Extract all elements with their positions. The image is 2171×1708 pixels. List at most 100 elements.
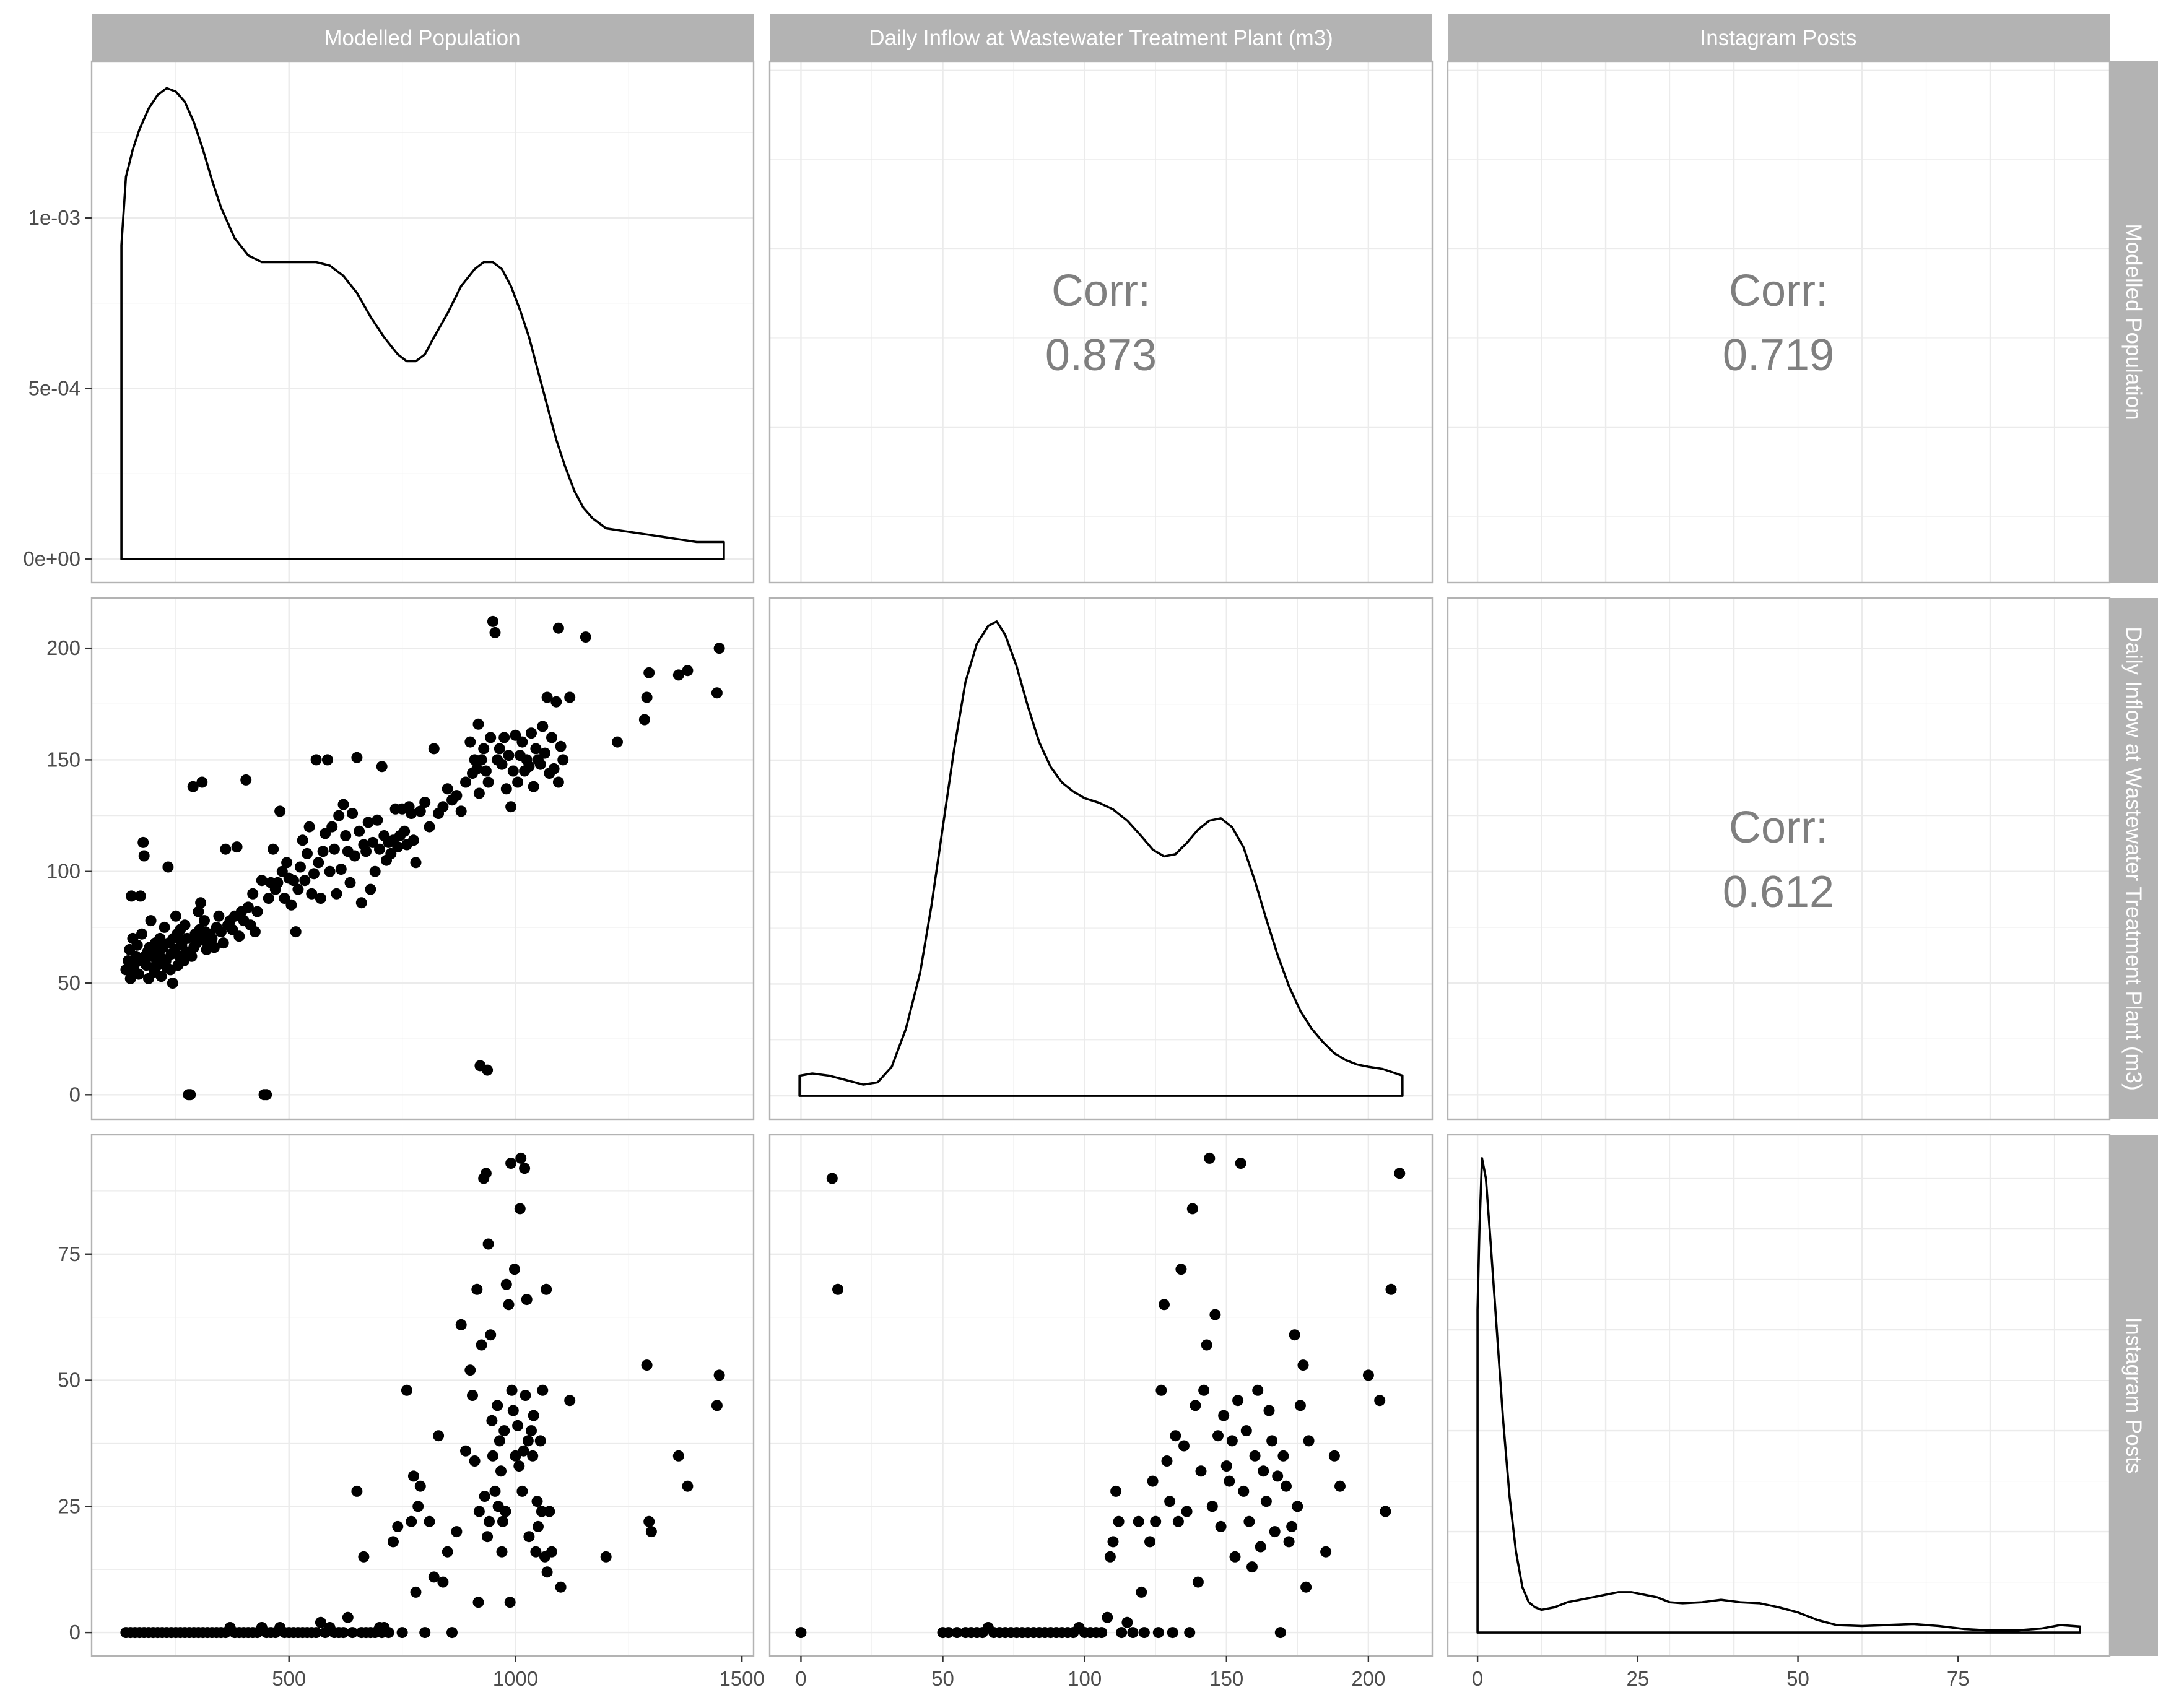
row-strip-inflow	[2110, 598, 2158, 1119]
point-pop-insta	[555, 1581, 567, 1593]
point-pop-insta	[469, 1455, 481, 1467]
point-inflow-insta	[1215, 1520, 1227, 1532]
point-inflow-insta	[1252, 1384, 1264, 1396]
point-pop-inflow	[580, 631, 591, 643]
point-pop-inflow	[126, 890, 137, 902]
point-inflow-insta	[1255, 1541, 1266, 1553]
point-pop-insta	[388, 1536, 399, 1548]
density-curve-insta	[1476, 1157, 2081, 1634]
point-pop-insta	[433, 1430, 445, 1442]
point-pop-insta	[482, 1238, 494, 1250]
point-pop-inflow	[351, 752, 363, 763]
point-pop-insta	[401, 1384, 412, 1396]
point-pop-insta	[564, 1395, 576, 1407]
corr-value-pop-insta: 0.719	[1723, 331, 1834, 380]
point-pop-insta	[428, 1571, 440, 1583]
point-pop-inflow	[500, 783, 512, 795]
row-strip-pop	[2110, 61, 2158, 583]
point-pop-inflow	[209, 942, 220, 953]
point-pop-insta	[497, 1515, 508, 1527]
point-pop-insta	[507, 1405, 519, 1416]
point-inflow-insta	[1277, 1450, 1289, 1462]
point-pop-inflow	[285, 899, 297, 911]
point-pop-inflow	[154, 932, 166, 944]
point-pop-inflow	[541, 691, 553, 703]
point-pop-insta	[645, 1526, 657, 1538]
point-inflow-insta	[1224, 1475, 1235, 1487]
point-inflow-insta	[1201, 1339, 1212, 1351]
point-inflow-insta	[1394, 1168, 1406, 1179]
column-strip-label-insta: Instagram Posts	[1700, 26, 1857, 50]
point-pop-inflow	[539, 747, 550, 759]
point-inflow-insta	[1204, 1152, 1216, 1164]
point-pop-inflow	[186, 950, 198, 962]
point-inflow-insta	[1243, 1515, 1255, 1527]
corr-label-pop-inflow: Corr:	[1051, 266, 1151, 316]
point-pop-inflow	[505, 801, 517, 813]
point-inflow-insta	[1206, 1501, 1218, 1512]
point-pop-inflow	[349, 850, 360, 862]
point-inflow-insta	[1186, 1203, 1198, 1215]
corr-label-pop-insta: Corr:	[1729, 266, 1828, 316]
point-pop-insta	[424, 1515, 435, 1527]
point-pop-insta	[492, 1400, 503, 1411]
point-pop-inflow	[295, 861, 306, 873]
point-pop-inflow	[233, 930, 245, 942]
point-pop-insta	[489, 1485, 501, 1497]
point-pop-inflow	[376, 761, 388, 773]
point-pop-inflow	[187, 781, 199, 792]
point-pop-insta	[541, 1283, 552, 1295]
point-pop-insta	[527, 1450, 539, 1462]
point-pop-insta	[392, 1520, 404, 1532]
y-tick-label: 50	[58, 1369, 80, 1392]
point-pop-inflow	[455, 805, 467, 817]
point-inflow-insta	[1164, 1496, 1176, 1507]
row-strip-label-insta: Instagram Posts	[2121, 1317, 2146, 1474]
point-inflow-insta	[1246, 1561, 1258, 1573]
point-pop-insta	[600, 1551, 612, 1563]
point-pop-insta	[383, 1627, 394, 1639]
point-pop-insta	[486, 1415, 498, 1426]
panel-background	[92, 598, 754, 1119]
point-pop-inflow	[333, 810, 345, 821]
point-pop-inflow	[272, 877, 284, 888]
point-pop-insta	[531, 1496, 543, 1507]
point-pop-inflow	[523, 761, 535, 773]
point-pop-insta	[494, 1435, 505, 1447]
point-pop-inflow	[159, 921, 170, 933]
point-pop-inflow	[268, 843, 279, 855]
point-inflow-insta	[1198, 1384, 1210, 1396]
panel-background	[770, 598, 1432, 1119]
point-pop-inflow	[410, 857, 422, 869]
point-pop-insta	[537, 1384, 549, 1396]
point-inflow-insta	[826, 1173, 838, 1184]
point-inflow-insta	[1220, 1460, 1232, 1472]
point-pop-inflow	[213, 910, 225, 922]
point-pop-inflow	[199, 915, 210, 927]
y-tick-label: 0	[69, 1621, 80, 1644]
point-inflow-insta	[1272, 1470, 1284, 1482]
point-pop-insta	[544, 1506, 555, 1517]
point-pop-insta	[519, 1163, 531, 1174]
correlation-labels: Corr: 0.873 Corr: 0.719 Corr: 0.612	[1045, 266, 1834, 917]
point-pop-inflow	[399, 825, 411, 837]
point-inflow-insta	[1226, 1435, 1238, 1447]
point-pop-inflow	[385, 847, 397, 859]
point-pop-inflow	[367, 836, 378, 848]
point-inflow-insta	[1274, 1627, 1286, 1639]
point-pop-inflow	[510, 729, 521, 741]
point-pop-inflow	[337, 799, 349, 810]
point-inflow-insta	[795, 1627, 807, 1639]
point-pop-inflow	[711, 687, 723, 699]
point-pop-insta	[513, 1460, 525, 1472]
point-inflow-insta	[1320, 1546, 1332, 1558]
y-tick-label: 75	[58, 1242, 80, 1265]
point-pop-insta	[473, 1506, 485, 1517]
x-tick-label: 200	[1351, 1667, 1385, 1690]
point-pop-insta	[534, 1435, 546, 1447]
point-inflow-insta	[1380, 1506, 1391, 1517]
point-pop-inflow	[263, 893, 274, 904]
point-pop-inflow	[315, 893, 326, 904]
point-inflow-insta	[1170, 1430, 1181, 1442]
